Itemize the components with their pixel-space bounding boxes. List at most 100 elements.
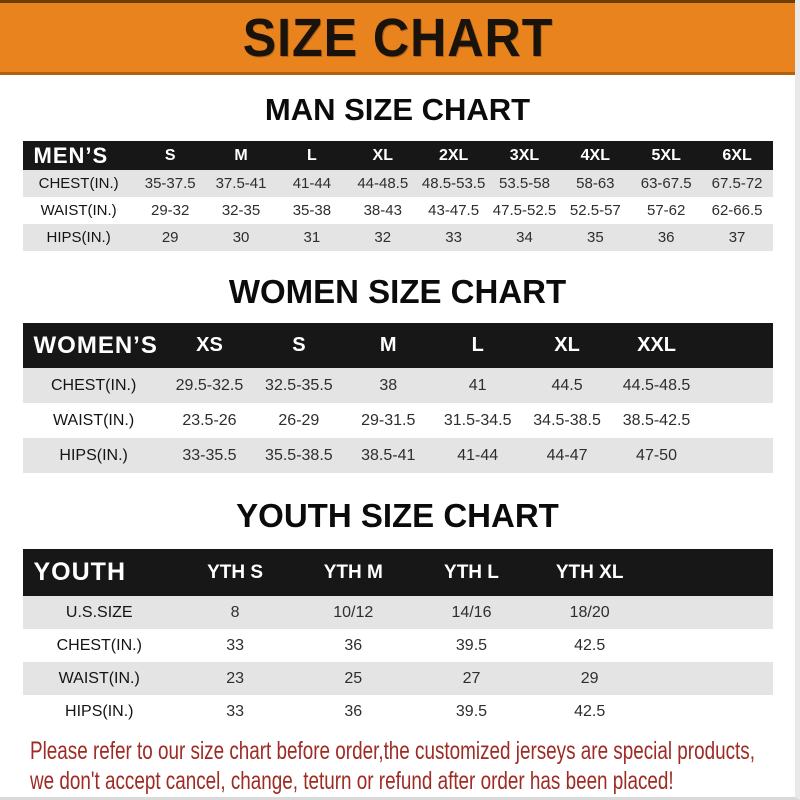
women-size-table: WOMEN’S XS S M L XL XXL CHEST(IN.) 29.5-32.5 32.… (22, 323, 773, 473)
men-table-body: CHEST(IN.) 35-37.5 37.5-41 41-44 44-48.5 48.5… (22, 170, 773, 251)
size-value-cell: 33-35.5 (164, 438, 255, 473)
size-value-cell: 44-48.5 (347, 170, 419, 197)
size-column-header: S (254, 323, 344, 368)
size-column-header: 5XL (630, 141, 702, 170)
women-table-body: CHEST(IN.) 29.5-32.5 32.5-35.5 38 41 44.5 44.5… (22, 368, 773, 473)
size-value-cell: 31 (276, 224, 348, 251)
size-value-cell: 42.5 (530, 629, 649, 662)
size-column-header: YTH S (176, 549, 295, 596)
size-value-cell: 58-63 (559, 170, 631, 197)
men-size-table: MEN’S S M L XL 2XL 3XL 4XL 5XL 6XL CHEST(IN.) 35-3… (22, 141, 773, 251)
size-value-cell: 29 (134, 224, 206, 251)
row-label: WAIST(IN.) (22, 662, 176, 695)
size-value-cell: 38 (343, 368, 433, 403)
size-value-cell: 32.5-35.5 (254, 368, 344, 403)
table-corner-label: WOMEN’S (22, 323, 165, 368)
women-size-section: WOMEN SIZE CHART WOMEN’S XS S M L XL XXL CHEST… (0, 273, 795, 473)
size-value-cell: 29.5-32.5 (164, 368, 255, 403)
size-value-cell: 35-37.5 (134, 170, 206, 197)
size-column-header: YTH M (294, 549, 413, 596)
size-value-cell: 26-29 (254, 403, 344, 438)
size-column-header: YTH L (412, 549, 531, 596)
size-value-cell: 41-44 (432, 438, 523, 473)
row-label: HIPS(IN.) (22, 438, 165, 473)
size-value-cell: 37.5-41 (205, 170, 277, 197)
men-section-heading: MAN SIZE CHART (264, 92, 531, 127)
row-label: CHEST(IN.) (22, 629, 176, 662)
youth-table-body: U.S.SIZE 8 10/12 14/16 18/20 CHEST(IN.) 33 36 39… (22, 596, 773, 728)
row-label: CHEST(IN.) (22, 170, 135, 197)
size-column-header: S (134, 141, 206, 170)
size-column-header: XL (522, 323, 612, 368)
size-value-cell: 47.5-52.5 (489, 197, 560, 224)
size-column-header: M (343, 323, 433, 368)
men-size-section: MAN SIZE CHART MEN’S S M L XL 2XL 3XL 4XL 5XL 6XL… (0, 92, 795, 251)
size-value-cell: 25 (294, 662, 413, 695)
row-filler (701, 403, 773, 438)
size-column-header: XXL (611, 323, 702, 368)
row-label: HIPS(IN.) (22, 224, 135, 251)
row-label: WAIST(IN.) (22, 403, 165, 438)
size-value-cell: 10/12 (294, 596, 413, 629)
size-value-cell: 35 (559, 224, 631, 251)
size-value-cell: 31.5-34.5 (432, 403, 523, 438)
men-table-header: MEN’S S M L XL 2XL 3XL 4XL 5XL 6XL (22, 141, 773, 170)
banner-title: SIZE CHART (242, 7, 553, 68)
size-value-cell: 43-47.5 (418, 197, 490, 224)
size-column-header: L (432, 323, 523, 368)
table-row: CHEST(IN.) 33 36 39.5 42.5 (22, 629, 773, 662)
size-value-cell: 23.5-26 (164, 403, 255, 438)
table-row: HIPS(IN.) 33 36 39.5 42.5 (22, 695, 773, 728)
size-value-cell: 32-35 (205, 197, 277, 224)
size-value-cell: 37 (701, 224, 773, 251)
header-filler (701, 323, 773, 368)
table-header-row: YOUTH YTH S YTH M YTH L YTH XL (22, 549, 773, 596)
size-value-cell: 27 (412, 662, 531, 695)
table-row: CHEST(IN.) 29.5-32.5 32.5-35.5 38 41 44.5 44.5… (22, 368, 773, 403)
size-value-cell: 63-67.5 (630, 170, 702, 197)
size-column-header: M (205, 141, 277, 170)
size-value-cell: 8 (176, 596, 295, 629)
row-filler (648, 695, 773, 728)
size-column-header: L (276, 141, 348, 170)
size-value-cell: 36 (630, 224, 702, 251)
order-disclaimer: Please refer to our size chart before or… (30, 737, 800, 796)
size-value-cell: 34 (489, 224, 560, 251)
youth-size-table: YOUTH YTH S YTH M YTH L YTH XL U.S.SIZE 8 10/1… (22, 549, 773, 728)
row-filler (701, 438, 773, 473)
women-table-header: WOMEN’S XS S M L XL XXL (22, 323, 773, 368)
row-label: U.S.SIZE (22, 596, 176, 629)
size-column-header: XL (347, 141, 419, 170)
size-value-cell: 29-31.5 (343, 403, 433, 438)
size-value-cell: 38.5-41 (343, 438, 433, 473)
size-value-cell: 67.5-72 (701, 170, 773, 197)
size-column-header: YTH XL (530, 549, 649, 596)
disclaimer-line-1: Please refer to our size chart before or… (30, 737, 755, 765)
size-value-cell: 30 (205, 224, 277, 251)
youth-table-header: YOUTH YTH S YTH M YTH L YTH XL (22, 549, 773, 596)
table-row: HIPS(IN.) 29 30 31 32 33 34 35 36 37 (22, 224, 773, 251)
women-section-heading: WOMEN SIZE CHART (228, 273, 567, 310)
size-value-cell: 42.5 (530, 695, 649, 728)
size-value-cell: 47-50 (611, 438, 702, 473)
size-value-cell: 33 (176, 629, 295, 662)
size-value-cell: 52.5-57 (559, 197, 631, 224)
size-value-cell: 44-47 (522, 438, 612, 473)
size-value-cell: 38.5-42.5 (611, 403, 702, 438)
row-filler (648, 629, 773, 662)
table-corner-label: MEN’S (22, 141, 135, 170)
size-value-cell: 36 (294, 629, 413, 662)
size-column-header: XS (164, 323, 255, 368)
row-filler (648, 596, 773, 629)
size-value-cell: 41-44 (276, 170, 348, 197)
size-value-cell: 33 (418, 224, 490, 251)
table-row: CHEST(IN.) 35-37.5 37.5-41 41-44 44-48.5 48.5… (22, 170, 773, 197)
size-value-cell: 32 (347, 224, 419, 251)
table-header-row: WOMEN’S XS S M L XL XXL (22, 323, 773, 368)
header-filler (648, 549, 773, 596)
size-column-header: 6XL (701, 141, 773, 170)
table-header-row: MEN’S S M L XL 2XL 3XL 4XL 5XL 6XL (22, 141, 773, 170)
size-value-cell: 44.5-48.5 (611, 368, 702, 403)
row-filler (648, 662, 773, 695)
